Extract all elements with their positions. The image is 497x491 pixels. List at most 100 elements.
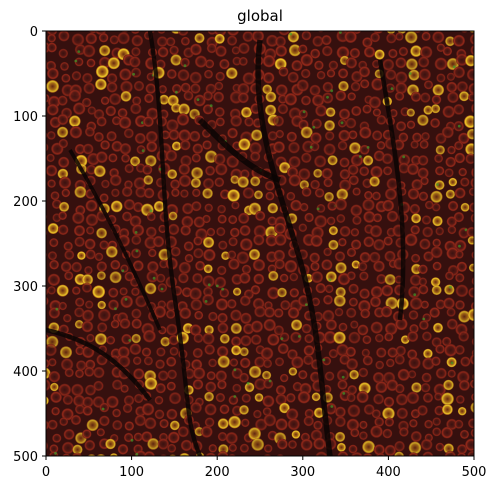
cell [231,201,240,210]
cell [206,43,217,54]
cell [383,396,395,408]
cell [205,59,215,69]
cell [387,347,398,358]
cell [348,175,359,186]
cell [337,379,348,390]
cell [419,320,429,330]
cell [286,408,299,421]
cell [108,299,119,311]
cell [117,444,129,455]
cell [395,82,408,95]
cell [395,32,404,41]
cell [407,331,419,342]
cell [217,322,229,334]
cell [363,404,375,415]
cell [33,77,46,90]
cell [276,438,288,450]
cell [420,300,429,309]
cell [350,428,360,438]
cell [132,356,142,366]
cell [120,264,129,273]
cell [208,311,218,322]
cell [179,307,192,320]
cell [130,103,142,115]
cell [359,126,372,139]
cell [420,92,431,103]
cell [167,369,178,380]
cell [208,358,218,368]
cell [49,444,59,454]
cell [348,331,361,344]
cell [147,261,159,273]
cell [358,261,368,272]
cell [178,163,191,176]
cell [148,248,157,258]
cell [323,247,332,257]
cell [361,348,370,357]
bright-cell [239,347,249,357]
cell [288,141,300,154]
cell [157,31,166,34]
green-fiber-speck [302,110,306,114]
cell [408,310,419,320]
cell [216,227,226,237]
cell [469,379,474,389]
bright-cell [434,180,445,191]
cell [169,392,182,405]
cell [289,288,300,298]
cell [33,311,45,323]
cell [278,66,289,77]
cell [346,418,360,432]
bright-cell [417,114,429,126]
cell [399,427,409,437]
cell [349,47,361,59]
bright-cell [190,177,201,188]
cell [192,367,206,380]
cell [193,216,205,228]
cell [178,272,189,284]
cell [60,358,74,371]
cell [291,31,295,32]
cell [397,368,410,381]
cell [334,251,346,262]
cell [82,143,94,155]
cell [364,190,373,200]
cell [34,240,46,252]
cell [227,250,237,260]
green-fiber-speck [450,361,454,365]
cell [192,188,201,198]
green-fiber-speck [478,218,481,221]
cell [418,277,428,287]
cell [417,155,429,166]
y-tick-label-300: 300 [13,280,38,295]
bright-cell [404,31,418,44]
cell [236,251,250,265]
bright-cell [231,345,242,356]
cell [346,247,357,258]
cell [131,318,142,329]
cell [121,333,132,345]
bright-cell [432,84,445,96]
bright-cell [394,451,405,456]
cell [279,373,289,383]
cell [458,379,470,391]
bright-cell [131,333,141,344]
cell [109,93,122,106]
bright-cell [241,106,252,118]
cell [117,108,128,118]
green-fiber-speck [55,307,59,311]
green-fiber-speck [135,249,139,253]
bright-cell [204,325,214,335]
bright-cell [324,191,334,202]
cell [93,366,105,379]
cell [46,42,57,53]
cell [454,419,464,429]
cell [73,102,86,115]
cell [85,32,98,45]
cell [75,297,85,307]
cell [252,258,266,272]
cell [301,323,312,334]
cell [345,346,356,357]
cell [373,444,385,456]
green-fiber-speck [74,59,78,63]
